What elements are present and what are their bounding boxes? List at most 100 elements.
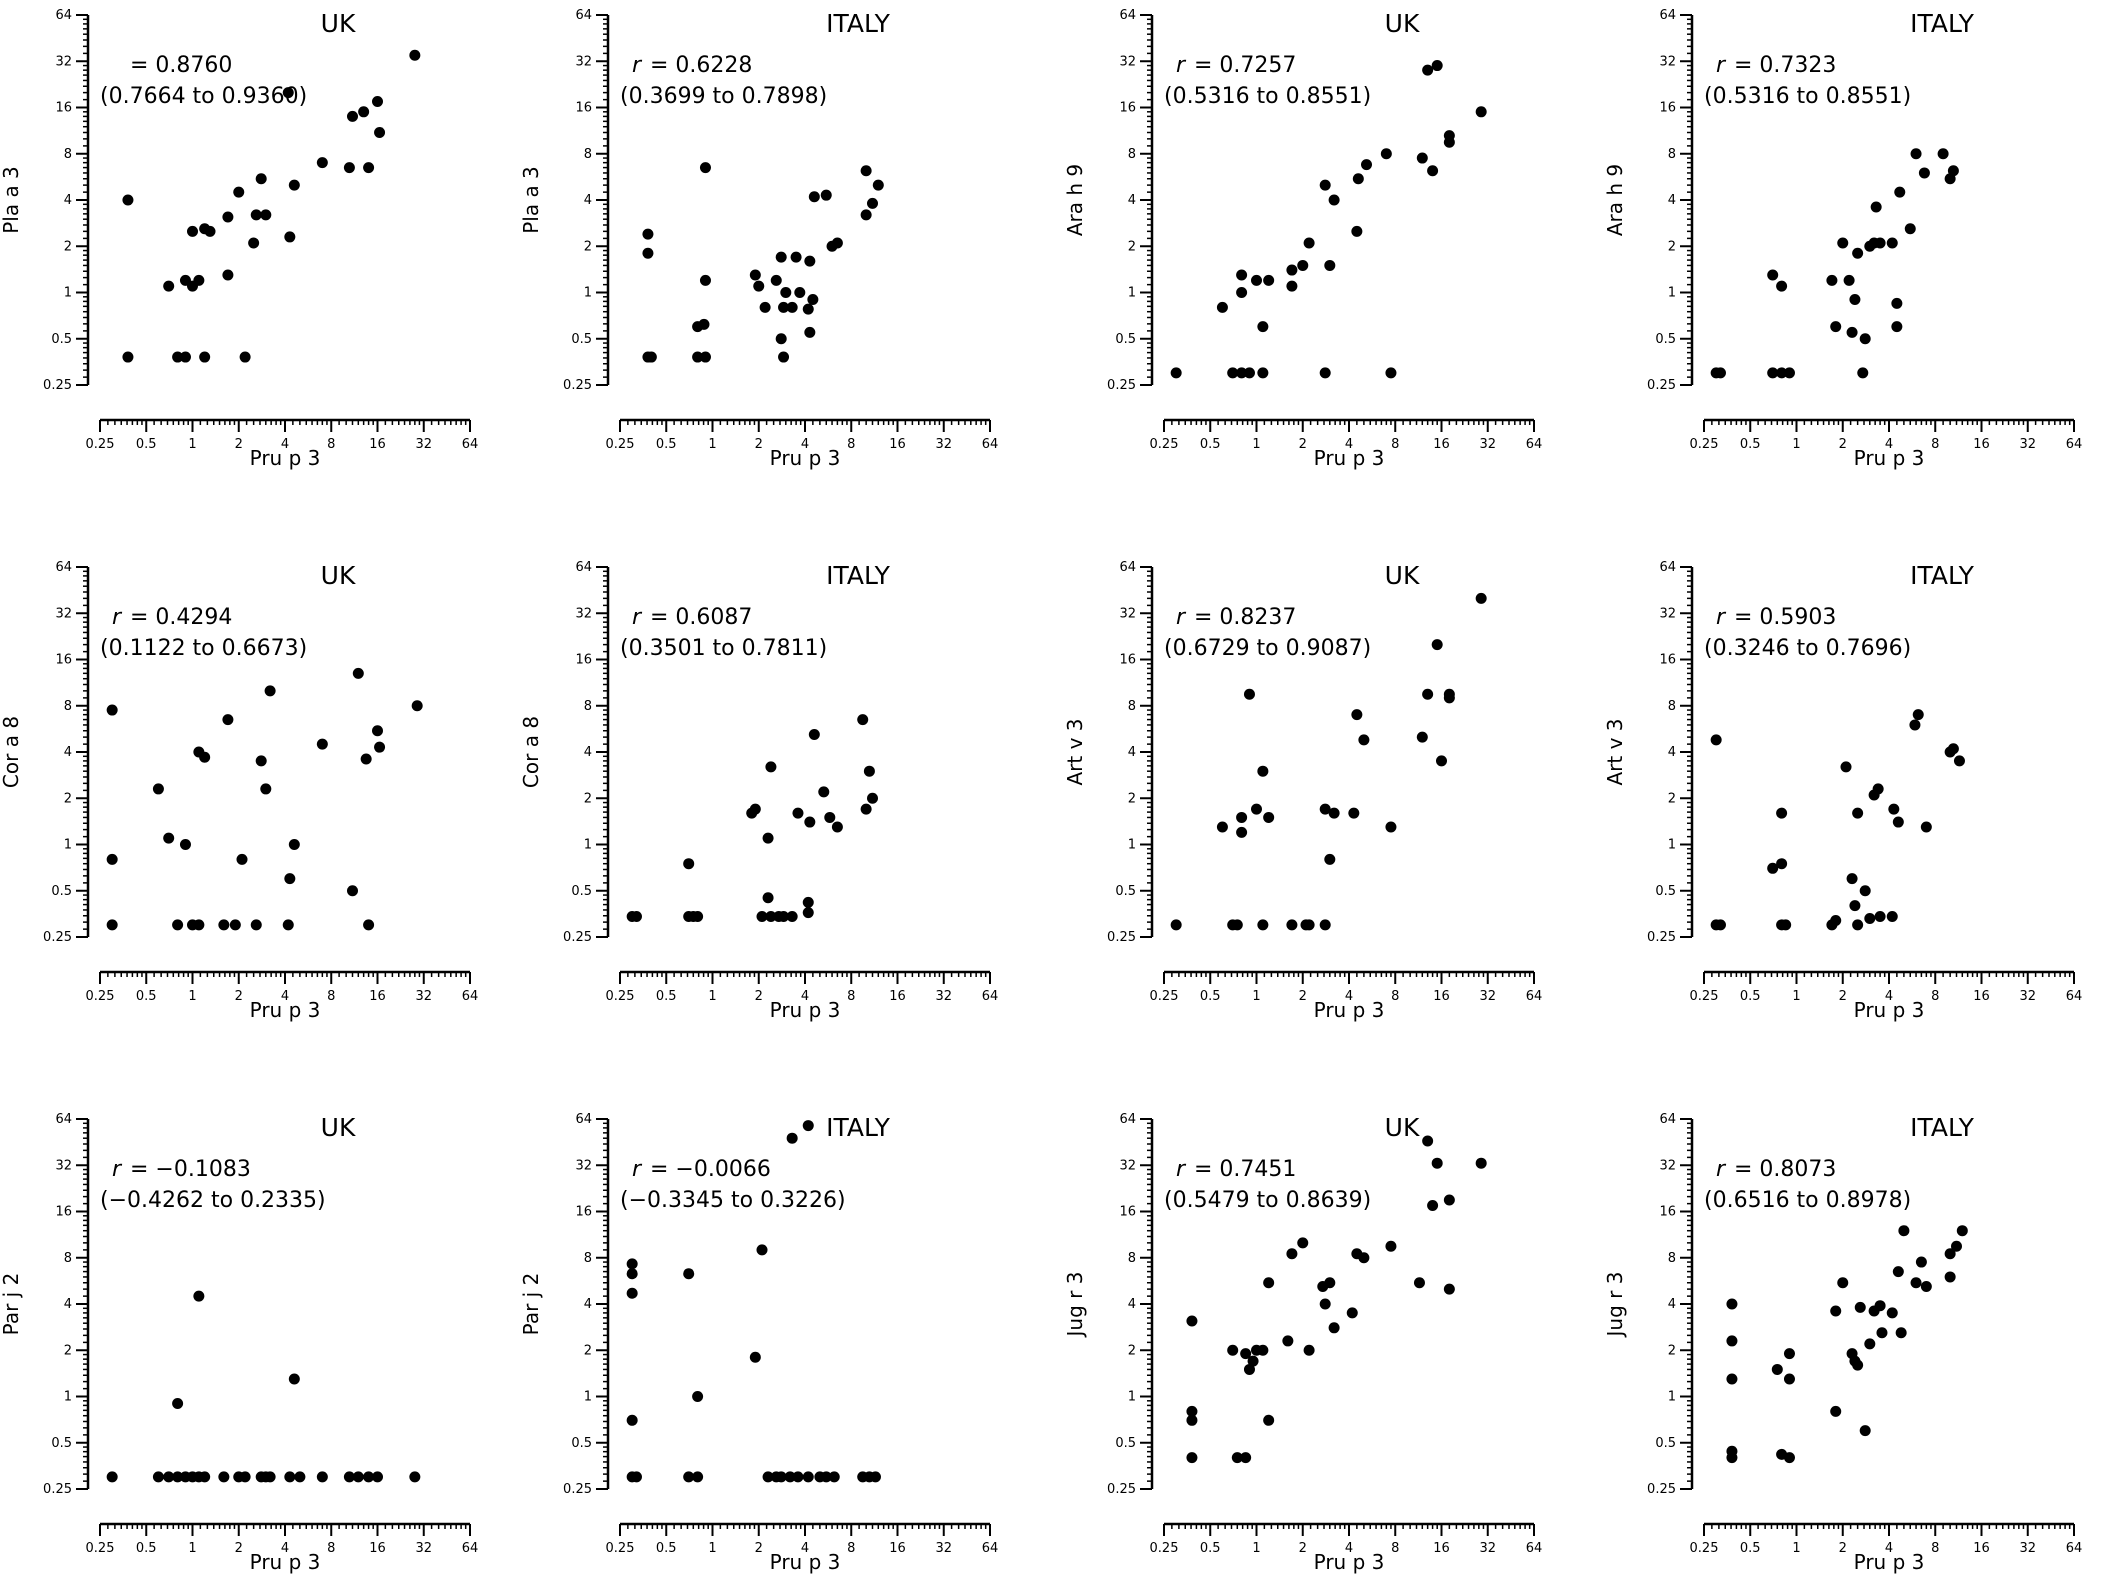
data-point	[1328, 1322, 1340, 1334]
data-point	[163, 1471, 175, 1483]
r-value: = 0.8073	[1734, 1157, 1836, 1182]
x-tick-label: 2	[1299, 437, 1307, 452]
data-point	[1475, 106, 1487, 118]
y-axis-label: Art v 3	[1063, 718, 1087, 785]
data-point	[1886, 910, 1898, 922]
x-tick-label: 0.25	[86, 989, 115, 1004]
data-point	[1894, 186, 1906, 198]
data-point	[1852, 1359, 1864, 1371]
data-point	[1910, 148, 1922, 160]
x-tick-label: 0.5	[1200, 1541, 1221, 1556]
data-point	[683, 1268, 695, 1280]
data-point	[1944, 1271, 1956, 1283]
r-confidence-interval: (0.5316 to 0.8551)	[1704, 84, 1911, 109]
y-tick-label: 4	[1668, 745, 1676, 760]
data-point	[411, 700, 423, 712]
data-point	[1361, 159, 1373, 171]
data-point	[284, 873, 296, 885]
x-tick-label: 8	[327, 989, 335, 1004]
scatter-chart: ITALY 0.25 0.5 1 2 4 8 16 32 64 0.25 0.5 1 2 4 8 16 32 64 P…	[519, 560, 998, 1022]
x-tick-label: 32	[935, 1541, 952, 1556]
x-tick-label: 0.25	[1150, 989, 1179, 1004]
x-tick-label: 32	[415, 437, 432, 452]
data-point	[346, 110, 358, 122]
data-point	[824, 811, 836, 823]
data-point	[1236, 367, 1248, 379]
x-tick-label: 4	[1885, 1541, 1893, 1556]
data-point	[1874, 1300, 1886, 1312]
data-point	[316, 1471, 328, 1483]
data-point	[1830, 915, 1842, 927]
scatter-panel: UK 0.25 0.5 1 2 4 8 16 32 64 0.25 0.5 1 2 4 8 16 32 64 Pru …	[0, 552, 520, 1030]
data-point	[1324, 1277, 1336, 1289]
data-point	[699, 162, 711, 174]
y-tick-label: 0.25	[43, 930, 72, 945]
y-tick-label: 1	[584, 1390, 592, 1405]
data-point	[204, 225, 216, 237]
data-point	[1319, 919, 1331, 931]
data-point	[1263, 1277, 1275, 1289]
x-tick-label: 4	[281, 989, 289, 1004]
y-tick-label: 16	[1119, 101, 1136, 116]
x-axis-label: Pru p 3	[1854, 446, 1925, 470]
x-tick-label: 16	[1973, 1541, 1990, 1556]
data-point	[866, 197, 878, 209]
data-point	[284, 231, 296, 243]
x-tick-label: 2	[1839, 1541, 1847, 1556]
data-point	[1886, 237, 1898, 249]
data-point	[199, 1471, 211, 1483]
data-point	[255, 173, 267, 185]
r-confidence-interval: (0.3699 to 0.7898)	[620, 84, 827, 109]
data-point	[1358, 1252, 1370, 1264]
data-point	[1443, 1283, 1455, 1295]
data-point	[1475, 1157, 1487, 1169]
scatter-chart: UK 0.25 0.5 1 2 4 8 16 32 64 0.25 0.5 1 2 4 8 16 32 64 Pru …	[1063, 560, 1542, 1022]
data-point	[360, 753, 372, 765]
scatter-panel: ITALY 0.25 0.5 1 2 4 8 16 32 64 0.25 0.5 1 2 4 8 16 32 64 P…	[1603, 552, 2124, 1030]
data-point	[1170, 367, 1182, 379]
data-point	[1427, 165, 1439, 177]
x-tick-label: 2	[755, 1541, 763, 1556]
x-tick-label: 2	[1839, 989, 1847, 1004]
data-point	[363, 162, 375, 174]
x-tick-label: 16	[369, 437, 386, 452]
scatter-chart: ITALY 0.25 0.5 1 2 4 8 16 32 64 0.25 0.5 1 2 4 8 16 32 64 P…	[1603, 1112, 2082, 1574]
x-tick-label: 4	[281, 437, 289, 452]
r-confidence-interval: (0.1122 to 0.6673)	[100, 636, 307, 661]
y-tick-label: 2	[1668, 239, 1676, 254]
x-tick-label: 64	[982, 1541, 999, 1556]
y-tick-label: 1	[1128, 1390, 1136, 1405]
x-tick-label: 32	[415, 1541, 432, 1556]
data-point	[1231, 919, 1243, 931]
x-tick-label: 4	[801, 437, 809, 452]
data-point	[1898, 1225, 1910, 1237]
data-point	[1776, 280, 1788, 292]
x-tick-label: 0.5	[656, 437, 677, 452]
data-point	[1714, 367, 1726, 379]
data-point	[222, 211, 234, 223]
data-point	[692, 910, 704, 922]
data-point	[1358, 734, 1370, 746]
x-tick-label: 4	[801, 989, 809, 1004]
x-tick-label: 8	[847, 989, 855, 1004]
y-tick-label: 16	[575, 1205, 592, 1220]
x-axis-label: Pru p 3	[770, 1550, 841, 1574]
data-point	[179, 839, 191, 850]
y-tick-label: 1	[1668, 838, 1676, 853]
data-point	[1257, 321, 1269, 333]
y-tick-label: 8	[1128, 147, 1136, 162]
x-tick-label: 0.5	[1740, 1541, 1761, 1556]
data-point	[1186, 1315, 1198, 1327]
r-confidence-interval: (0.6729 to 0.9087)	[1164, 636, 1371, 661]
data-point	[1236, 826, 1248, 838]
data-point	[765, 910, 777, 922]
x-tick-label: 4	[281, 1541, 289, 1556]
data-point	[1263, 1414, 1275, 1426]
x-tick-label: 1	[708, 437, 716, 452]
data-point	[1849, 900, 1861, 912]
data-point	[1243, 367, 1255, 379]
data-point	[1886, 1307, 1898, 1319]
data-point	[122, 351, 134, 363]
y-tick-label: 2	[584, 791, 592, 806]
r-value: = 0.7451	[1194, 1157, 1296, 1182]
